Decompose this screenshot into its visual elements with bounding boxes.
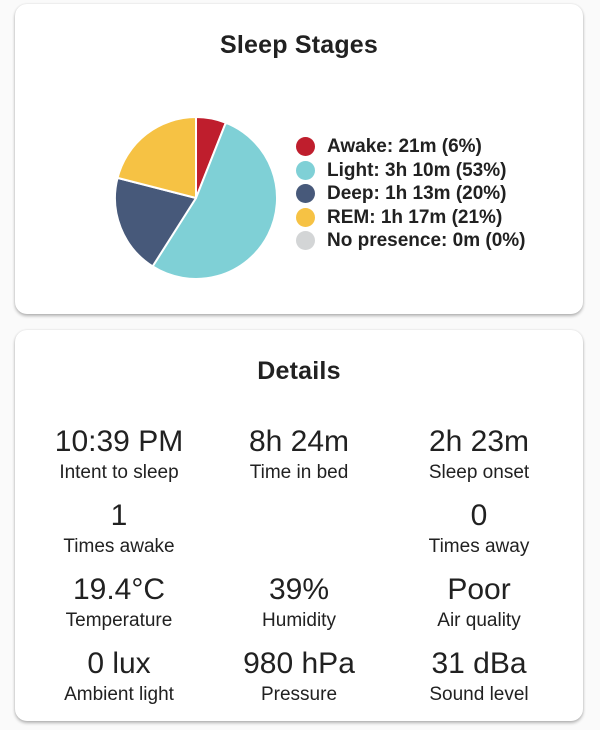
legend-item-no-presence: No presence: 0m (0%)	[296, 231, 526, 251]
detail-cell-time-in-bed: 8h 24m Time in bed	[209, 424, 389, 486]
detail-label-sleep-onset: Sleep onset	[428, 462, 530, 483]
detail-cell-intent-to-sleep: 10:39 PM Intent to sleep	[29, 424, 209, 486]
detail-cell-humidity: 39% Humidity	[209, 572, 389, 634]
detail-value-temperature: 19.4°C	[72, 573, 166, 606]
detail-cell-sound-level: 31 dBa Sound level	[389, 646, 569, 708]
detail-label-times-away: Times away	[428, 536, 530, 557]
detail-label-air-quality: Air quality	[437, 610, 521, 631]
detail-value-ambient-light: 0 lux	[87, 647, 151, 680]
legend-item-deep: Deep: 1h 13m (20%)	[296, 184, 526, 204]
legend-dot-awake	[296, 137, 315, 157]
detail-value-times-awake: 1	[110, 499, 128, 532]
detail-value-humidity: 39%	[268, 573, 330, 606]
legend-label-no-presence: No presence: 0m (0%)	[327, 230, 526, 251]
legend: Awake: 21m (6%) Light: 3h 10m (53%) Deep: …	[296, 137, 526, 255]
sleep-stages-title: Sleep Stages	[219, 31, 379, 59]
pie-chart-container	[113, 115, 279, 281]
detail-label-pressure: Pressure	[260, 684, 338, 705]
legend-dot-rem	[296, 207, 315, 227]
detail-value-sound-level: 31 dBa	[431, 647, 527, 680]
detail-label-ambient-light: Ambient light	[64, 684, 174, 705]
sleep-pie-chart	[114, 116, 279, 281]
detail-label-time-in-bed: Time in bed	[249, 462, 349, 483]
legend-label-light: Light: 3h 10m (53%)	[327, 159, 507, 181]
legend-dot-deep	[296, 184, 315, 204]
details-title: Details	[257, 357, 341, 385]
detail-value-intent-to-sleep: 10:39 PM	[54, 425, 184, 458]
pie-slice-deep	[114, 176, 197, 268]
detail-label-times-awake: Times awake	[63, 536, 175, 557]
legend-item-light: Light: 3h 10m (53%)	[296, 159, 526, 181]
detail-value-times-away: 0	[470, 499, 488, 532]
detail-label-intent-to-sleep: Intent to sleep	[59, 462, 179, 483]
detail-cell-ambient-light: 0 lux Ambient light	[29, 646, 209, 708]
legend-item-awake: Awake: 21m (6%)	[296, 137, 526, 157]
detail-cell-pressure: 980 hPa Pressure	[209, 646, 389, 708]
detail-value-time-in-bed: 8h 24m	[248, 425, 350, 458]
detail-cell-air-quality: Poor Air quality	[389, 572, 569, 634]
legend-label-deep: Deep: 1h 13m (20%)	[327, 183, 507, 204]
detail-cell-empty	[209, 498, 389, 560]
sleep-stages-card: Sleep Stages Awake: 21m (6%) Light: 3h 10…	[15, 4, 583, 314]
detail-label-humidity: Humidity	[262, 610, 336, 631]
pie-slice-light	[151, 121, 279, 281]
detail-value-sleep-onset: 2h 23m	[428, 425, 530, 458]
detail-value-pressure: 980 hPa	[243, 647, 355, 680]
detail-cell-times-awake: 1 Times awake	[29, 498, 209, 560]
details-grid: 10:39 PM Intent to sleep 8h 24m Time in bed…	[15, 424, 583, 708]
detail-cell-sleep-onset: 2h 23m Sleep onset	[389, 424, 569, 486]
detail-cell-temperature: 19.4°C Temperature	[29, 572, 209, 634]
chart-row: Awake: 21m (6%) Light: 3h 10m (53%) Deep: …	[15, 115, 583, 281]
detail-value-air-quality: Poor	[447, 573, 511, 606]
legend-dot-light	[296, 160, 315, 180]
details-card: Details 10:39 PM Intent to sleep 8h 24m Tim…	[15, 330, 583, 721]
legend-label-awake: Awake: 21m (6%)	[327, 136, 482, 157]
detail-label-sound-level: Sound level	[429, 684, 529, 705]
legend-item-rem: REM: 1h 17m (21%)	[296, 206, 526, 228]
pie-slice-rem	[116, 116, 197, 199]
legend-label-rem: REM: 1h 17m (21%)	[327, 206, 503, 228]
detail-cell-times-away: 0 Times away	[389, 498, 569, 560]
legend-dot-no-presence	[296, 231, 315, 251]
detail-label-temperature: Temperature	[65, 610, 173, 631]
page: Sleep Stages Awake: 21m (6%) Light: 3h 10…	[0, 4, 600, 721]
